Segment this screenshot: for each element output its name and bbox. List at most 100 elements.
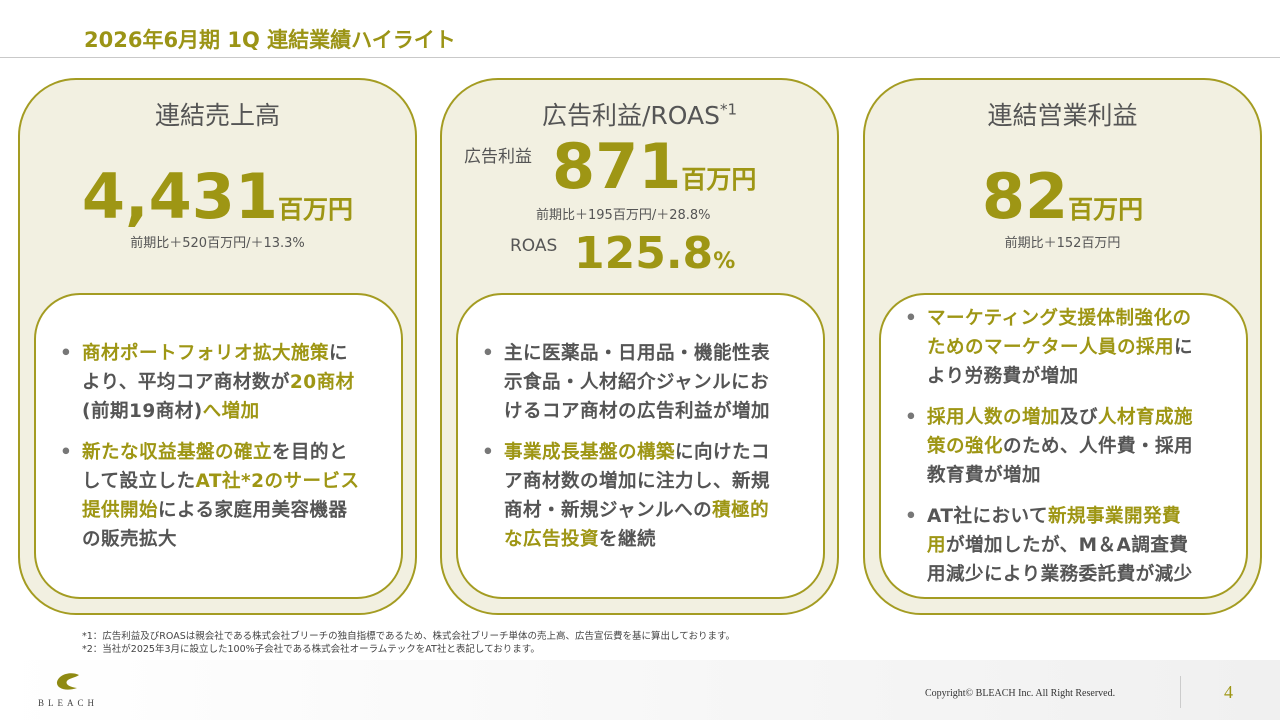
highlight-text: 採用人数の増加 <box>927 406 1061 428</box>
body-text: に向けたコ <box>675 441 771 463</box>
bullet-line: の販売拡大 <box>82 525 385 554</box>
body-text: 及び <box>1060 406 1099 428</box>
title-divider <box>0 57 1280 58</box>
body-text: 商材・新規ジャンルへの <box>504 499 713 521</box>
bullet-box: • 主に医薬品・日用品・機能性表 示食品・人材紹介ジャンルにお けるコア商材の広告利益… <box>456 293 825 599</box>
bullet-dot-icon: • <box>482 342 495 364</box>
highlight-text: 提供開始 <box>82 499 159 521</box>
body-text: のため、人件費・採用 <box>1003 435 1194 457</box>
kpi-unit: 百万円 <box>1068 195 1144 224</box>
bullet-box: • マーケティング支援体制強化のためのマーケター人員の採用により労務費が増加 • 採用… <box>879 293 1248 599</box>
roas-unit: % <box>713 249 736 274</box>
card-heading: 広告利益/ROAS*1 <box>442 96 837 132</box>
bullet-line: 用減少により業務委託費が減少 <box>927 560 1230 589</box>
footnote-2: *2：当社が2025年3月に設立した100%子会社である株式会社オーラムテックを… <box>82 644 540 655</box>
copyright: Copyright© BLEACH Inc. All Right Reserve… <box>925 688 1116 699</box>
bullet-line: 提供開始による家庭用美容機器 <box>82 496 385 525</box>
footer-divider <box>1180 676 1181 708</box>
bullet-line: AT社において新規事業開発費 <box>927 502 1230 531</box>
body-text: 主に医薬品・日用品・機能性表 <box>504 342 771 364</box>
bullet-item: • AT社において新規事業開発費 用が増加したが、M＆A調査費 用減少により業務委託費… <box>905 502 1230 589</box>
bullet-dot-icon: • <box>60 441 73 463</box>
bleach-logo: BLEACH <box>38 672 98 708</box>
bullet-line: (前期19商材)へ増加 <box>82 397 385 426</box>
bullet-item: • 事業成長基盤の構築に向けたコア商材数の増加に注力し、新規 商材・新規ジャンルへの… <box>482 438 807 554</box>
bullet-item: • 採用人数の増加及び人材育成施 策の強化のため、人件費・採用 教育費が増加 <box>905 403 1230 490</box>
kpi-comparison: 前期比＋195百万円/＋28.8% <box>536 208 711 223</box>
body-text: による家庭用美容機器 <box>158 499 348 521</box>
body-text: に <box>1174 336 1194 358</box>
bullet-line: な広告投資を継続 <box>504 525 807 554</box>
bullet-item: • マーケティング支援体制強化のためのマーケター人員の採用により労務費が増加 <box>905 304 1230 391</box>
highlight-text: な広告投資 <box>504 528 600 550</box>
roas-label: ROAS <box>510 236 558 256</box>
body-text: を目的と <box>272 441 349 463</box>
highlight-text: 新たな収益基盤の確立 <box>82 441 273 463</box>
body-text: より労務費が増加 <box>927 365 1079 387</box>
bullet-line: 新たな収益基盤の確立を目的と <box>82 438 385 467</box>
bullet-line: マーケティング支援体制強化の <box>927 304 1230 333</box>
body-text: AT社において <box>927 505 1048 527</box>
logo-text: BLEACH <box>38 698 98 708</box>
card-heading: 連結営業利益 <box>987 101 1138 130</box>
highlight-text: 用 <box>927 534 947 556</box>
highlight-text: AT社*2のサービス <box>195 470 360 492</box>
body-text: 用減少により業務委託費が減少 <box>927 563 1193 585</box>
body-text: 示食品・人材紹介ジャンルにお <box>504 371 770 393</box>
bullet-line: 主に医薬品・日用品・機能性表 <box>504 339 807 368</box>
bullet-line: 策の強化のため、人件費・採用 <box>927 432 1230 461</box>
body-text: より、平均コア商材数が <box>82 371 290 393</box>
bullet-item: • 主に医薬品・日用品・機能性表 示食品・人材紹介ジャンルにお けるコア商材の広告利益… <box>482 339 807 426</box>
bullet-item: • 商材ポートフォリオ拡大施策により、平均コア商材数が20商材 (前期19商材)へ増… <box>60 339 385 426</box>
ad-profit-label: 広告利益 <box>464 147 532 167</box>
card-operating-profit: 連結営業利益 82百万円 前期比＋152百万円 • マーケティング支援体制強化のた… <box>863 78 1262 615</box>
highlight-text: 商材ポートフォリオ拡大施策 <box>82 342 330 364</box>
body-text: して設立した <box>82 470 196 492</box>
bullet-box: • 商材ポートフォリオ拡大施策により、平均コア商材数が20商材 (前期19商材)へ増… <box>34 293 403 599</box>
highlight-text: 人材育成施 <box>1098 406 1194 428</box>
bullet-item: • 新たな収益基盤の確立を目的と して設立したAT社*2のサービス 提供開始による家庭… <box>60 438 385 554</box>
body-text: の販売拡大 <box>82 528 178 550</box>
bullet-line: して設立したAT社*2のサービス <box>82 467 385 496</box>
body-text: (前期19商材) <box>82 400 203 422</box>
bullet-line: 商材ポートフォリオ拡大施策に <box>82 339 385 368</box>
bullet-line: 採用人数の増加及び人材育成施 <box>927 403 1230 432</box>
kpi-value: 4,431 <box>81 160 279 233</box>
kpi-comparison: 前期比＋520百万円/＋13.3% <box>130 236 305 251</box>
body-text: が増加したが、M＆A調査費 <box>946 534 1189 556</box>
bullet-line: ためのマーケター人員の採用に <box>927 333 1230 362</box>
roas-value: 125.8 <box>574 228 714 279</box>
page-title: 2026年6月期 1Q 連結業績ハイライト <box>84 28 456 52</box>
bullet-dot-icon: • <box>905 307 918 329</box>
body-text: 教育費が増加 <box>927 464 1042 486</box>
body-text: けるコア商材の広告利益が増加 <box>504 400 771 422</box>
bullet-dot-icon: • <box>905 406 918 428</box>
body-text: ア商材数の増加に注力し、新規 <box>504 470 771 492</box>
bullet-line: 用が増加したが、M＆A調査費 <box>927 531 1230 560</box>
bullet-line: 事業成長基盤の構築に向けたコ <box>504 438 807 467</box>
bullet-line: けるコア商材の広告利益が増加 <box>504 397 807 426</box>
footnote-1: *1：広告利益及びROASは親会社である株式会社ブリーチの独自指標であるため、株… <box>82 631 736 642</box>
bullet-line: 教育費が増加 <box>927 461 1230 490</box>
bullet-dot-icon: • <box>60 342 73 364</box>
footnote-ref: *1 <box>719 100 738 119</box>
bullet-dot-icon: • <box>905 505 918 527</box>
highlight-text: 事業成長基盤の構築 <box>504 441 676 463</box>
logo-mark-icon <box>56 673 79 690</box>
page-number: 4 <box>1224 682 1233 702</box>
highlight-text: 新規事業開発費 <box>1047 505 1181 527</box>
card-ad-profit-roas: 広告利益/ROAS*1 広告利益 871百万円 前期比＋195百万円/＋28.8… <box>440 78 839 615</box>
highlight-text: 20商材 <box>289 371 355 393</box>
kpi-comparison: 前期比＋152百万円 <box>1004 236 1121 251</box>
bullet-line: ア商材数の増加に注力し、新規 <box>504 467 807 496</box>
card-consolidated-sales: 連結売上高 4,431百万円 前期比＋520百万円/＋13.3% • 商材ポートフ… <box>18 78 417 615</box>
highlight-text: へ増加 <box>202 400 260 422</box>
bullet-line: 示食品・人材紹介ジャンルにお <box>504 368 807 397</box>
highlight-text: マーケティング支援体制強化の <box>927 307 1192 329</box>
body-text: を継続 <box>599 528 657 550</box>
bullet-dot-icon: • <box>482 441 495 463</box>
footer <box>0 660 1280 720</box>
body-text: に <box>329 342 349 364</box>
highlight-text: 積極的 <box>712 499 770 521</box>
highlight-text: 策の強化 <box>927 435 1004 457</box>
